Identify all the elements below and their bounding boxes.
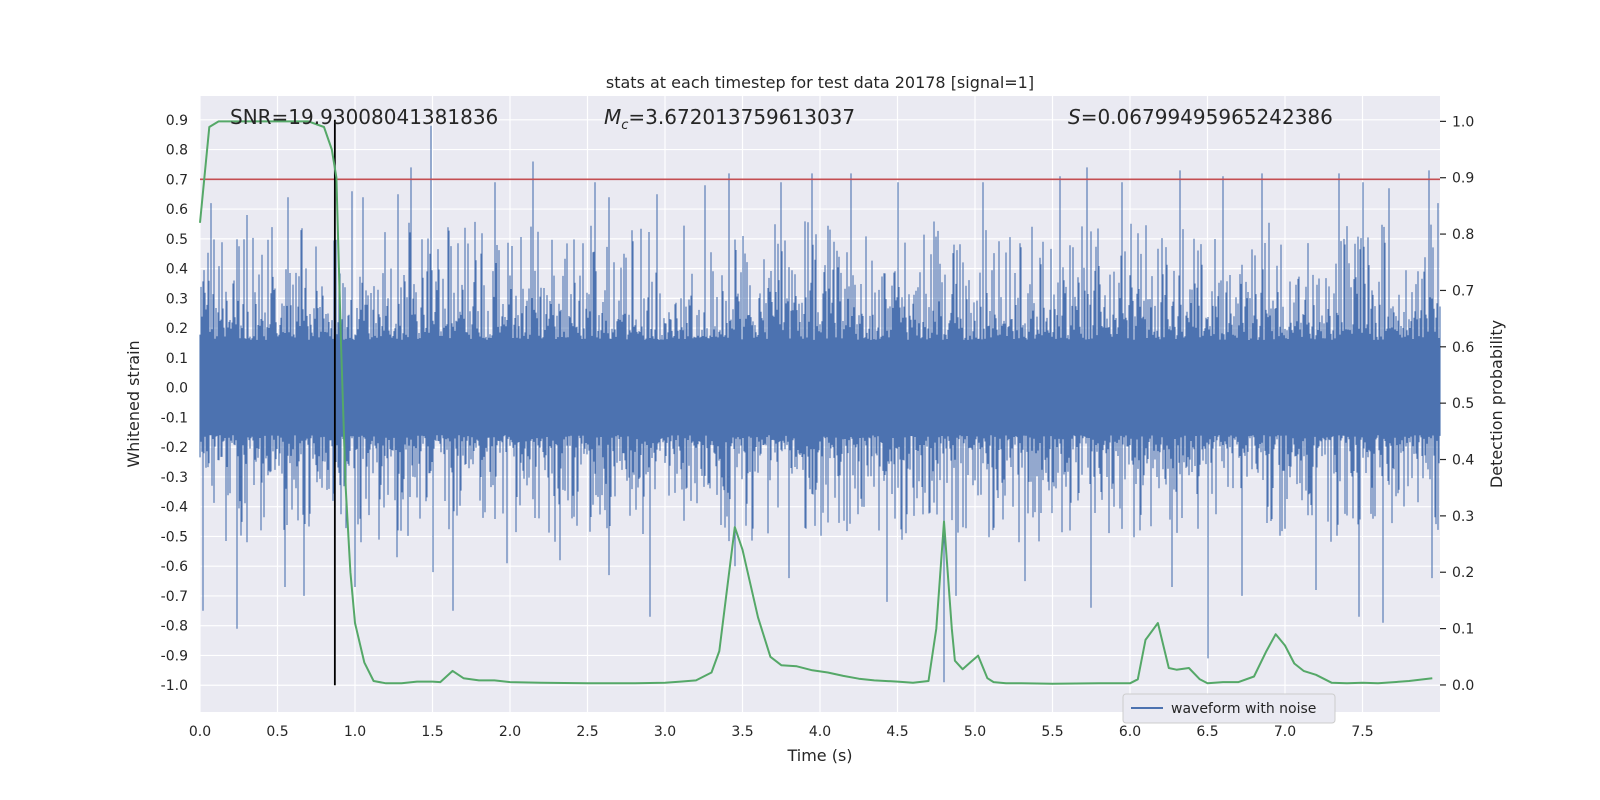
x-tick-label: 6.5: [1196, 724, 1218, 740]
s-annotation: S=0.06799495965242386: [1068, 105, 1333, 129]
x-tick-label: 3.5: [731, 724, 753, 740]
chirp-mass-value: =3.672013759613037: [628, 105, 855, 129]
y-left-tick-label: -1.0: [161, 678, 188, 694]
legend-box: [1122, 693, 1336, 724]
legend-label-waveform: waveform with noise: [1171, 701, 1316, 717]
x-tick-label: 3.0: [654, 724, 676, 740]
y-right-tick-label: 0.9: [1452, 171, 1474, 187]
x-tick-label: 7.5: [1351, 724, 1373, 740]
x-tick-label: 2.5: [576, 724, 598, 740]
x-tick-label: 2.0: [499, 724, 521, 740]
y-left-tick-label: -0.4: [161, 500, 188, 516]
y-right-tick-label: 0.0: [1452, 678, 1474, 694]
y-left-tick-label: 0.7: [166, 172, 188, 188]
y-right-tick-label: 0.5: [1452, 396, 1474, 412]
y-left-tick-label: 0.8: [166, 143, 188, 159]
chirp-mass-annotation: Mc=3.672013759613037: [604, 105, 855, 133]
y-right-tick-label: 0.6: [1452, 340, 1474, 356]
overlay-layer: [200, 119, 1440, 686]
y-left-tick-label: 0.6: [166, 202, 188, 218]
x-tick-label: 0.0: [189, 724, 211, 740]
y-axis-label-left: Whitened strain: [124, 340, 143, 467]
x-tick-label: 6.0: [1119, 724, 1141, 740]
y-right-tick-label: 0.7: [1452, 283, 1474, 299]
chirp-mass-symbol: M: [604, 105, 621, 129]
x-tick-label: 0.5: [266, 724, 288, 740]
y-left-ticks: 0.9 0.8 0.7 0.6 0.5 0.4 0.3 0.2 0.1 0.0 -0.1 -0.2 -0…: [161, 113, 188, 694]
y-axis-label-right: Detection probability: [1487, 320, 1506, 488]
x-tick-label: 1.5: [421, 724, 443, 740]
waveform-line: [199, 125, 1441, 683]
s-symbol: S: [1068, 105, 1081, 129]
y-left-tick-label: -0.2: [161, 440, 188, 456]
x-ticks: 0.0 0.5 1.0 1.5 2.0 2.5 3.0 3.5 4.0 4.5 5.0 5.5 6.0 6…: [189, 724, 1374, 740]
y-right-tick-label: 0.3: [1452, 509, 1474, 525]
y-right-tick-label: 0.1: [1452, 622, 1474, 638]
y-left-tick-label: -0.7: [161, 589, 188, 605]
y-right-tick-label: 0.2: [1452, 565, 1474, 581]
x-tick-label: 1.0: [344, 724, 366, 740]
chirp-mass-subscript: c: [621, 118, 628, 133]
legend: waveform with noise: [1122, 693, 1336, 724]
y-left-tick-label: -0.3: [161, 470, 188, 486]
y-left-tick-label: -0.6: [161, 559, 188, 575]
x-tick-label: 5.0: [964, 724, 986, 740]
y-right-tick-label: 1.0: [1452, 114, 1474, 130]
y-right-ticks: 1.0 0.9 0.8 0.7 0.6 0.5 0.4 0.3 0.2 0.1 0.0: [1440, 114, 1474, 694]
y-left-tick-label: 0.9: [166, 113, 188, 129]
y-left-tick-label: -0.1: [161, 410, 188, 426]
y-left-tick-label: 0.5: [166, 232, 188, 248]
waveform-series: [199, 125, 1441, 683]
y-right-tick-label: 0.8: [1452, 227, 1474, 243]
y-left-tick-label: -0.9: [161, 648, 188, 664]
x-tick-label: 4.0: [809, 724, 831, 740]
s-value: =0.06799495965242386: [1081, 105, 1333, 129]
chart-title: stats at each timestep for test data 201…: [606, 73, 1034, 92]
probability-line: [199, 120, 1433, 685]
x-tick-label: 4.5: [886, 724, 908, 740]
y-left-tick-label: 0.1: [166, 351, 188, 367]
snr-annotation: SNR=19.93008041381836: [230, 105, 498, 129]
y-left-tick-label: 0.3: [166, 291, 188, 307]
y-left-tick-label: 0.2: [166, 321, 188, 337]
x-axis-label: Time (s): [786, 746, 852, 765]
x-tick-label: 5.5: [1041, 724, 1063, 740]
y-left-tick-label: 0.4: [166, 262, 188, 278]
y-left-tick-label: 0.0: [166, 381, 188, 397]
x-tick-label: 7.0: [1274, 724, 1296, 740]
probability-series: [199, 120, 1433, 685]
y-left-tick-label: -0.8: [161, 619, 188, 635]
y-right-tick-label: 0.4: [1452, 453, 1474, 469]
y-left-tick-label: -0.5: [161, 529, 188, 545]
